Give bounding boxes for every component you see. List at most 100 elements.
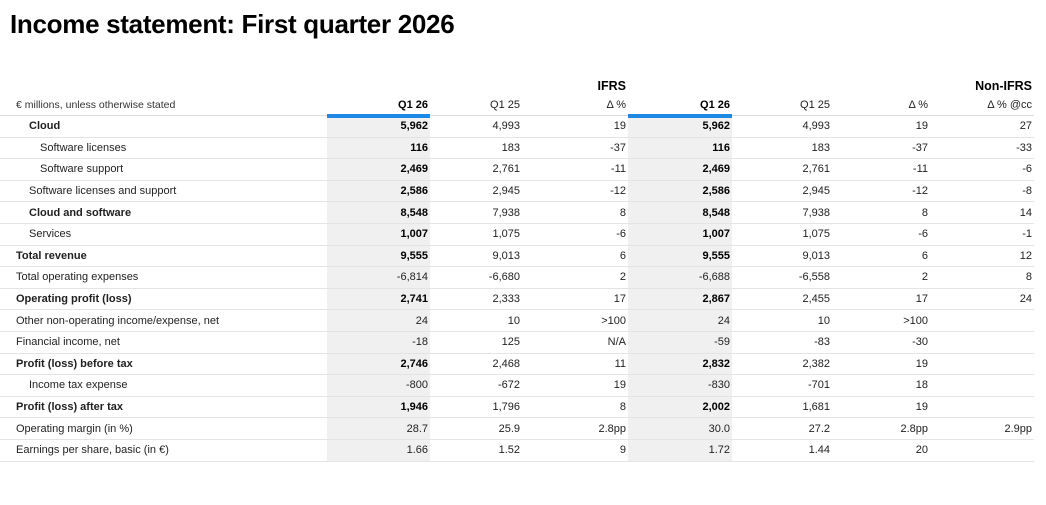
table-row: Cloud and software 8,548 7,938 8 8,548 7,938 8… <box>0 202 1035 224</box>
value-cell: 4,993 <box>732 116 833 138</box>
value-cell: 1.44 <box>732 440 833 462</box>
value-cell: 1,075 <box>430 224 522 246</box>
value-cell: -6 <box>930 159 1035 181</box>
row-label: Earnings per share, basic (in €) <box>0 440 327 462</box>
value-cell: 9 <box>522 440 629 462</box>
q126-highlight-bar <box>327 113 430 118</box>
value-cell: 4,993 <box>430 116 522 138</box>
group-header-non-ifrs: Non-IFRS <box>975 79 1033 93</box>
value-cell: 19 <box>832 397 931 419</box>
value-cell-q126: 28.7 <box>327 418 430 440</box>
row-label: Total revenue <box>0 246 327 268</box>
row-label: Software support <box>0 159 327 181</box>
value-cell: -701 <box>732 375 833 397</box>
value-cell: 2,382 <box>732 354 833 376</box>
value-cell: >100 <box>832 310 931 332</box>
value-cell-q126: 1.72 <box>628 439 733 462</box>
value-cell: 19 <box>832 116 931 138</box>
value-cell-q126: 30.0 <box>628 418 733 440</box>
value-cell: 19 <box>522 375 629 397</box>
value-cell: 7,938 <box>732 202 833 224</box>
q126-highlight-bar <box>628 113 733 118</box>
table-row: Software support 2,469 2,761 -11 2,469 2,761-… <box>0 159 1035 181</box>
value-cell: >100 <box>522 310 629 332</box>
value-cell-q126: 2,586 <box>628 180 733 203</box>
value-cell: N/A <box>522 332 629 354</box>
value-cell-q126: -59 <box>628 331 733 354</box>
table-body: Cloud 5,962 4,993 19 5,962 4,993 19 27 Software … <box>0 116 1035 462</box>
table-row: Profit (loss) before tax 2,746 2,468 11 2,83… <box>0 353 1035 376</box>
value-cell: 1,681 <box>732 397 833 419</box>
table-row: Software licenses 116 183 -37 116 183 -37 -33 <box>0 137 1035 160</box>
value-cell: -12 <box>832 181 931 203</box>
value-cell-q126: 24 <box>628 310 733 332</box>
column-header-ifrs-q125: Q1 25 <box>430 96 522 116</box>
value-cell: -33 <box>930 138 1035 160</box>
value-cell: -11 <box>522 159 629 181</box>
row-label: Services <box>0 224 327 246</box>
row-label: Cloud <box>0 116 327 138</box>
row-label: Operating margin (in %) <box>0 418 327 440</box>
value-cell-q126: 1.66 <box>327 439 430 462</box>
value-cell-q126: 2,832 <box>628 353 733 376</box>
value-cell: -37 <box>522 138 629 160</box>
value-cell-q126: 2,469 <box>327 159 430 181</box>
value-cell-q126: 1,007 <box>327 223 430 246</box>
column-header-nonifrs-delta-cc: Δ % @cc <box>930 96 1035 116</box>
value-cell: 17 <box>522 289 629 311</box>
value-cell: 9,013 <box>430 246 522 268</box>
value-cell-q126: 2,586 <box>327 180 430 203</box>
page-title: Income statement: First quarter 2026 <box>10 9 455 39</box>
group-header-ifrs: IFRS <box>597 79 627 93</box>
row-label: Cloud and software <box>0 202 327 224</box>
table-row: Financial income, net -18 125 N/A -59 -83 -30 <box>0 331 1035 354</box>
value-cell: 17 <box>832 289 931 311</box>
value-cell: 6 <box>522 246 629 268</box>
value-cell-q126: 2,741 <box>327 288 430 311</box>
value-cell-q126: 9,555 <box>327 245 430 268</box>
group-header-row: IFRS Non-IFRS <box>0 76 1034 96</box>
value-cell-q126: 2,867 <box>628 288 733 311</box>
value-cell: 2 <box>832 267 931 289</box>
value-cell: 2.9pp <box>930 418 1035 440</box>
value-cell-q126: 116 <box>628 137 733 160</box>
table-row: Operating margin (in %) 28.7 25.9 2.8pp 30.0… <box>0 418 1035 440</box>
value-cell: 2,761 <box>430 159 522 181</box>
column-header-nonifrs-delta: Δ % <box>832 96 931 116</box>
table-row: Total revenue 9,555 9,013 6 9,555 9,013 6 12 <box>0 245 1035 268</box>
value-cell: 1,796 <box>430 397 522 419</box>
value-cell: 10 <box>430 310 522 332</box>
row-label: Profit (loss) after tax <box>0 397 327 419</box>
value-cell: -37 <box>832 138 931 160</box>
value-cell: 27 <box>930 116 1035 138</box>
row-label: Financial income, net <box>0 332 327 354</box>
row-label: Operating profit (loss) <box>0 289 327 311</box>
column-header-nonifrs-q126: Q1 26 <box>628 96 733 118</box>
row-label: Profit (loss) before tax <box>0 354 327 376</box>
value-cell-q126: 5,962 <box>628 116 733 138</box>
value-cell: 12 <box>930 246 1035 268</box>
value-cell: 2.8pp <box>832 418 931 440</box>
value-cell: 24 <box>930 289 1035 311</box>
row-label: Software licenses and support <box>0 181 327 203</box>
value-cell: 27.2 <box>732 418 833 440</box>
value-cell-q126: 9,555 <box>628 245 733 268</box>
value-cell: -12 <box>522 181 629 203</box>
value-cell: 2,761 <box>732 159 833 181</box>
value-cell: 2 <box>522 267 629 289</box>
value-cell: 1,075 <box>732 224 833 246</box>
value-cell: 125 <box>430 332 522 354</box>
row-label: Software licenses <box>0 138 327 160</box>
table-row: Total operating expenses -6,814 -6,680 2 -6,… <box>0 267 1035 289</box>
value-cell: -30 <box>832 332 931 354</box>
unit-label: € millions, unless otherwise stated <box>0 96 327 116</box>
value-cell-q126: -800 <box>327 375 430 397</box>
value-cell-q126: -830 <box>628 375 733 397</box>
value-cell: 2,333 <box>430 289 522 311</box>
value-cell: 9,013 <box>732 246 833 268</box>
value-cell: -1 <box>930 224 1035 246</box>
value-cell-q126: 116 <box>327 137 430 160</box>
column-header-nonifrs-q125: Q1 25 <box>732 96 833 116</box>
table-row: Cloud 5,962 4,993 19 5,962 4,993 19 27 <box>0 116 1035 138</box>
table-row: Services 1,007 1,075 -6 1,007 1,075 -6 -1 <box>0 223 1035 246</box>
